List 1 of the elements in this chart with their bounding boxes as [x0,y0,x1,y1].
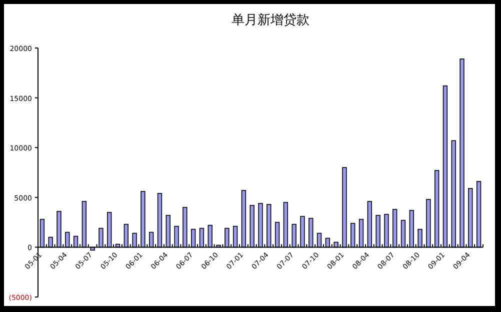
chart-title: 单月新增贷款 [232,13,310,28]
